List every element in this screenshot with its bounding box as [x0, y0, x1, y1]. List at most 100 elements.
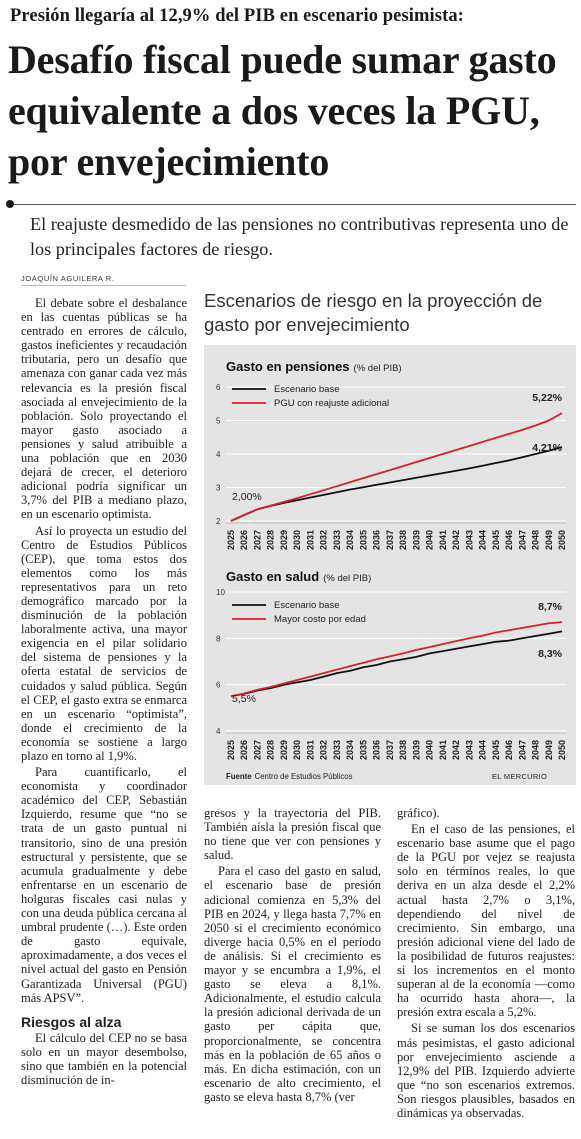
y-tick-label: 8 — [216, 634, 221, 643]
source-label: Fuente — [226, 772, 252, 781]
chart-title: Gasto en pensiones — [226, 359, 350, 374]
x-tick-label: 2030 — [292, 530, 302, 550]
paragraph: El debate sobre el desbalance en las cue… — [21, 296, 187, 522]
x-tick-label: 2025 — [226, 740, 236, 760]
legend-label: Mayor costo por edad — [274, 614, 366, 625]
deck: El reajuste desmedido de las pensiones n… — [30, 214, 569, 259]
body-column-1: El debate sobre el desbalance en las cue… — [21, 296, 187, 1089]
x-tick-label: 2037 — [385, 530, 395, 550]
x-tick-label: 2032 — [319, 530, 329, 550]
x-tick-label: 2045 — [491, 530, 501, 550]
paragraph: En el caso de las pensiones, el escenari… — [397, 822, 575, 1020]
x-tick-label: 2033 — [332, 530, 342, 550]
y-tick-label: 6 — [216, 681, 221, 690]
legend-label: PGU con reajuste adicional — [274, 398, 389, 409]
x-tick-label: 2046 — [504, 530, 514, 550]
x-tick-label: 2038 — [398, 740, 408, 760]
headline: Desafío fiscal puede sumar gasto equival… — [8, 37, 557, 184]
x-tick-label: 2043 — [464, 740, 474, 760]
x-tick-label: 2036 — [372, 740, 382, 760]
x-tick-label: 2027 — [252, 740, 262, 760]
legend-label: Escenario base — [274, 600, 339, 611]
y-tick-label: 2 — [216, 517, 221, 526]
data-label-start: 5,5% — [232, 693, 256, 705]
x-tick-label: 2031 — [305, 530, 315, 550]
data-label-end-alt: 8,7% — [538, 601, 563, 613]
x-tick-label: 2029 — [279, 530, 289, 550]
paragraph: Así lo proyecta un estudio del Centro de… — [21, 523, 187, 764]
x-tick-label: 2036 — [372, 530, 382, 550]
paragraph: gresos y la trayectoria del PIB. También… — [204, 806, 381, 863]
x-tick-label: 2034 — [345, 740, 355, 760]
graphic-box: Gasto en pensiones (% del PIB) 6 5 4 3 2 2025 20… — [204, 345, 576, 785]
subheading: Riesgos al alza — [21, 1013, 122, 1030]
x-tick-label: 2038 — [398, 530, 408, 550]
chart-title: Gasto en salud — [226, 569, 319, 584]
x-tick-label: 2047 — [517, 740, 527, 760]
x-tick-label: 2041 — [438, 740, 448, 760]
y-tick-label: 10 — [216, 588, 225, 597]
x-tick-label: 2048 — [531, 530, 541, 550]
chart-subtitle: (% del PIB) — [323, 573, 371, 584]
kicker: Presión llegaría al 12,9% del PIB en esc… — [10, 6, 464, 26]
x-tick-label: 2039 — [411, 530, 421, 550]
x-tick-label: 2050 — [557, 530, 567, 550]
x-tick-label: 2042 — [451, 740, 461, 760]
x-tick-label: 2028 — [266, 740, 276, 760]
x-tick-label: 2026 — [239, 530, 249, 550]
y-tick-label: 4 — [216, 727, 221, 736]
x-tick-label: 2049 — [544, 740, 554, 760]
series-line-alt — [230, 412, 563, 522]
x-tick-label: 2043 — [464, 530, 474, 550]
y-tick-label: 5 — [216, 417, 221, 426]
legend-label: Escenario base — [274, 384, 339, 395]
byline: JOAQUÍN AGUILERA R. — [21, 274, 115, 283]
y-tick-label: 4 — [216, 450, 221, 459]
data-label-end-base: 8,3% — [538, 648, 563, 660]
x-tick-label: 2048 — [531, 740, 541, 760]
x-tick-label: 2042 — [451, 530, 461, 550]
x-tick-label: 2028 — [266, 530, 276, 550]
x-tick-label: 2040 — [425, 740, 435, 760]
body-column-3: gráfico). En el caso de las pensiones, e… — [397, 806, 575, 1122]
x-tick-label: 2044 — [478, 740, 488, 760]
graphic-title: Escenarios de riesgo en la proyección de… — [204, 290, 543, 335]
x-tick-label: 2026 — [239, 740, 249, 760]
x-tick-label: 2045 — [491, 740, 501, 760]
x-tick-label: 2044 — [478, 530, 488, 550]
paragraph: El cálculo del CEP no se basa solo en un… — [21, 1030, 187, 1088]
paragraph: Para el caso del gasto en salud, el esce… — [204, 864, 381, 1104]
x-tick-label: 2032 — [319, 740, 329, 760]
paragraph: gráfico). — [397, 806, 440, 820]
x-tick-label: 2041 — [438, 530, 448, 550]
data-label-end-alt: 5,22% — [532, 392, 562, 404]
x-tick-label: 2047 — [517, 530, 527, 550]
body-column-2: gresos y la trayectoria del PIB. También… — [204, 806, 381, 1106]
x-tick-label: 2035 — [358, 740, 368, 760]
x-tick-label: 2033 — [332, 740, 342, 760]
paragraph: Si se suman los dos escenarios más pesim… — [397, 1021, 575, 1120]
x-tick-label: 2040 — [425, 530, 435, 550]
headline-rule — [14, 204, 576, 205]
data-label-end-base: 4,21% — [532, 442, 562, 454]
x-tick-label: 2037 — [385, 740, 395, 760]
brand-credit: EL MERCURIO — [492, 772, 548, 781]
x-tick-label: 2025 — [226, 530, 236, 550]
x-tick-label: 2030 — [292, 740, 302, 760]
x-tick-label: 2049 — [544, 530, 554, 550]
y-tick-label: 3 — [216, 484, 221, 493]
x-tick-label: 2034 — [345, 530, 355, 550]
series-line-alt — [230, 621, 563, 698]
headline-rule-dot — [6, 200, 14, 208]
chart-subtitle: (% del PIB) — [354, 363, 402, 374]
paragraph: Para cuantificarlo, el economista y coor… — [21, 765, 187, 1005]
source-text: Centro de Estudios Públicos — [254, 772, 353, 781]
x-tick-label: 2027 — [252, 530, 262, 550]
x-tick-label: 2046 — [504, 740, 514, 760]
x-tick-label: 2031 — [305, 740, 315, 760]
y-tick-label: 6 — [216, 383, 221, 392]
byline-rule — [21, 285, 186, 286]
data-label-start: 2,00% — [232, 491, 262, 503]
series-line-base — [230, 446, 563, 522]
